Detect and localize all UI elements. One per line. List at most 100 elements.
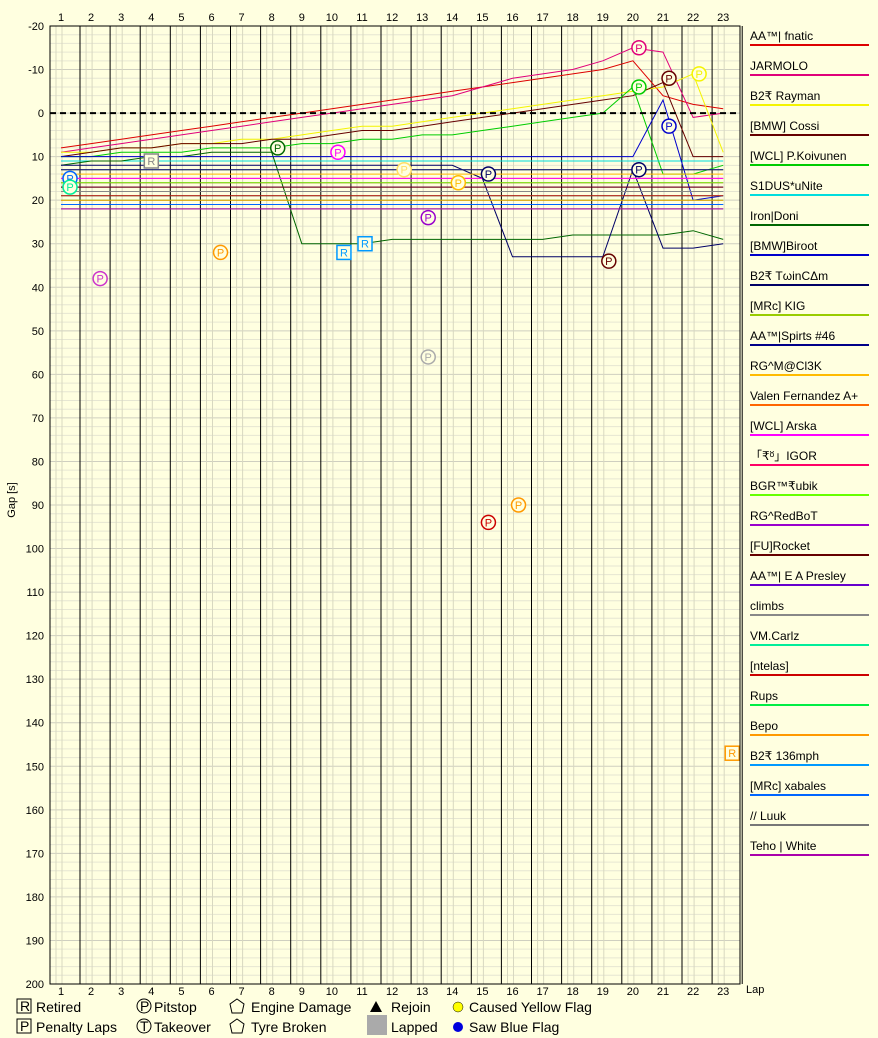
series-line xyxy=(60,47,724,153)
legend-entry-label: climbs xyxy=(750,599,784,613)
legend-entry-label: RG^RedBoT xyxy=(750,509,818,523)
x-tick-label-top: 13 xyxy=(416,12,428,24)
y-tick-label: 90 xyxy=(32,500,44,512)
chart-axes: -20-100102030405060708090100110120130140… xyxy=(26,12,741,998)
x-tick-label-bottom: 16 xyxy=(506,986,518,998)
svg-text:Rejoin: Rejoin xyxy=(391,999,431,1015)
lapped-key: Lapped xyxy=(367,1015,438,1035)
x-tick-label-top: 8 xyxy=(269,12,275,24)
pitstop-marker-label: P xyxy=(635,82,642,94)
penalty-key: P Penalty Laps xyxy=(16,1018,117,1035)
y-tick-label: 150 xyxy=(26,761,44,773)
pitstop-marker-label: P xyxy=(485,517,492,529)
svg-text:Pitstop: Pitstop xyxy=(154,999,197,1015)
legend-entry-label: [WCL] P.Koivunen xyxy=(750,149,847,163)
pitstop-marker-label: P xyxy=(334,147,341,159)
svg-text:R: R xyxy=(20,998,30,1014)
x-tick-label-bottom: 13 xyxy=(416,986,428,998)
series-line xyxy=(61,86,724,175)
legend-entry-label: RG^M@Cl3K xyxy=(750,359,822,373)
pitstop-marker xyxy=(480,514,497,531)
yellow-flag-key: Caused Yellow Flag xyxy=(452,999,592,1015)
svg-text:Tyre Broken: Tyre Broken xyxy=(251,1019,326,1035)
legend-entry-label: Teho | White xyxy=(750,839,817,853)
y-tick-label: 80 xyxy=(32,456,44,468)
x-tick-label-top: 1 xyxy=(58,12,64,24)
legend-entry-label: AA™|Spirts #46 xyxy=(750,329,835,343)
x-tick-label-top: 12 xyxy=(386,12,398,24)
y-tick-label: 180 xyxy=(26,892,44,904)
svg-text:Takeover: Takeover xyxy=(154,1019,211,1035)
x-tick-label-bottom: 3 xyxy=(118,986,124,998)
y-tick-label: 0 xyxy=(38,108,44,120)
x-tick-label-top: 11 xyxy=(356,12,367,24)
retired-marker xyxy=(336,244,352,261)
x-tick-label-bottom: 17 xyxy=(536,986,548,998)
legend-entry-label: [BMW]Biroot xyxy=(750,239,818,253)
series-line xyxy=(61,98,724,201)
x-tick-label-bottom: 18 xyxy=(567,986,579,998)
y-tick-label: 110 xyxy=(26,587,44,599)
y-tick-label: 70 xyxy=(32,413,44,425)
x-tick-label-bottom: 9 xyxy=(299,986,305,998)
pitstop-marker-label: P xyxy=(96,274,103,286)
pitstop-marker-label: P xyxy=(485,169,492,181)
pitstop-marker xyxy=(691,66,707,82)
y-tick-label: -20 xyxy=(28,21,44,33)
pitstop-marker-label: P xyxy=(66,182,73,194)
pitstop-marker xyxy=(510,497,527,513)
x-tick-label-bottom: 22 xyxy=(687,986,699,998)
svg-text:P: P xyxy=(20,1018,29,1034)
pitstop-marker-label: P xyxy=(400,165,407,177)
svg-text:Saw Blue Flag: Saw Blue Flag xyxy=(469,1019,559,1035)
x-tick-label-top: 15 xyxy=(476,12,488,24)
retired-marker xyxy=(357,235,373,252)
x-tick-label-top: 14 xyxy=(446,12,458,24)
x-axis-label: Lap xyxy=(746,984,764,996)
x-tick-label-bottom: 21 xyxy=(657,986,669,998)
x-tick-label-top: 4 xyxy=(148,12,154,24)
pitstop-marker-label: P xyxy=(425,213,432,225)
x-tick-label-top: 23 xyxy=(717,12,729,24)
svg-text:T: T xyxy=(140,1018,149,1034)
pitstop-marker-label: P xyxy=(665,73,672,85)
pitstop-marker xyxy=(450,175,467,191)
legend-entry-label: Iron|Doni xyxy=(750,209,798,223)
pitstop-marker xyxy=(420,209,436,226)
pitstop-marker xyxy=(269,140,286,156)
legend-entry-label: 「₹ᴽ」IGOR xyxy=(750,449,817,463)
y-tick-label: 120 xyxy=(26,631,44,643)
x-tick-label-bottom: 11 xyxy=(356,986,367,998)
x-tick-label-bottom: 8 xyxy=(269,986,275,998)
x-tick-label-top: 6 xyxy=(208,12,214,24)
pitstop-marker-label: P xyxy=(217,247,224,259)
x-tick-label-top: 18 xyxy=(567,12,579,24)
svg-text:Engine Damage: Engine Damage xyxy=(251,999,352,1015)
x-tick-label-top: 5 xyxy=(178,12,184,24)
pitstop-marker-label: P xyxy=(455,178,462,190)
x-tick-label-bottom: 14 xyxy=(446,986,458,998)
x-tick-label-bottom: 4 xyxy=(148,986,154,998)
y-tick-label: 170 xyxy=(26,848,44,860)
x-tick-label-top: 9 xyxy=(299,12,305,24)
event-markers: PPPPPPPPPPPPPPPPPPPPRRRR xyxy=(62,40,740,761)
legend-entry-label: AA™| E A Presley xyxy=(750,569,846,583)
pitstop-marker-label: P xyxy=(605,256,612,268)
y-tick-label: -10 xyxy=(28,65,44,77)
x-tick-label-top: 10 xyxy=(326,12,338,24)
series-line xyxy=(60,60,724,149)
legend-entry-label: BGR™₹ubik xyxy=(750,479,819,493)
retired-marker xyxy=(724,745,740,761)
svg-text:Caused Yellow Flag: Caused Yellow Flag xyxy=(469,999,592,1015)
y-tick-label: 160 xyxy=(26,805,44,817)
series-lines xyxy=(60,47,724,258)
x-tick-label-top: 19 xyxy=(597,12,609,24)
x-tick-label-bottom: 23 xyxy=(717,986,729,998)
svg-text:Lapped: Lapped xyxy=(391,1019,438,1035)
x-tick-label-bottom: 5 xyxy=(178,986,184,998)
pitstop-marker xyxy=(601,253,617,269)
legend-entry-label: [FU]Rocket xyxy=(750,539,811,553)
pitstop-marker xyxy=(62,179,78,195)
series-line xyxy=(60,151,724,245)
